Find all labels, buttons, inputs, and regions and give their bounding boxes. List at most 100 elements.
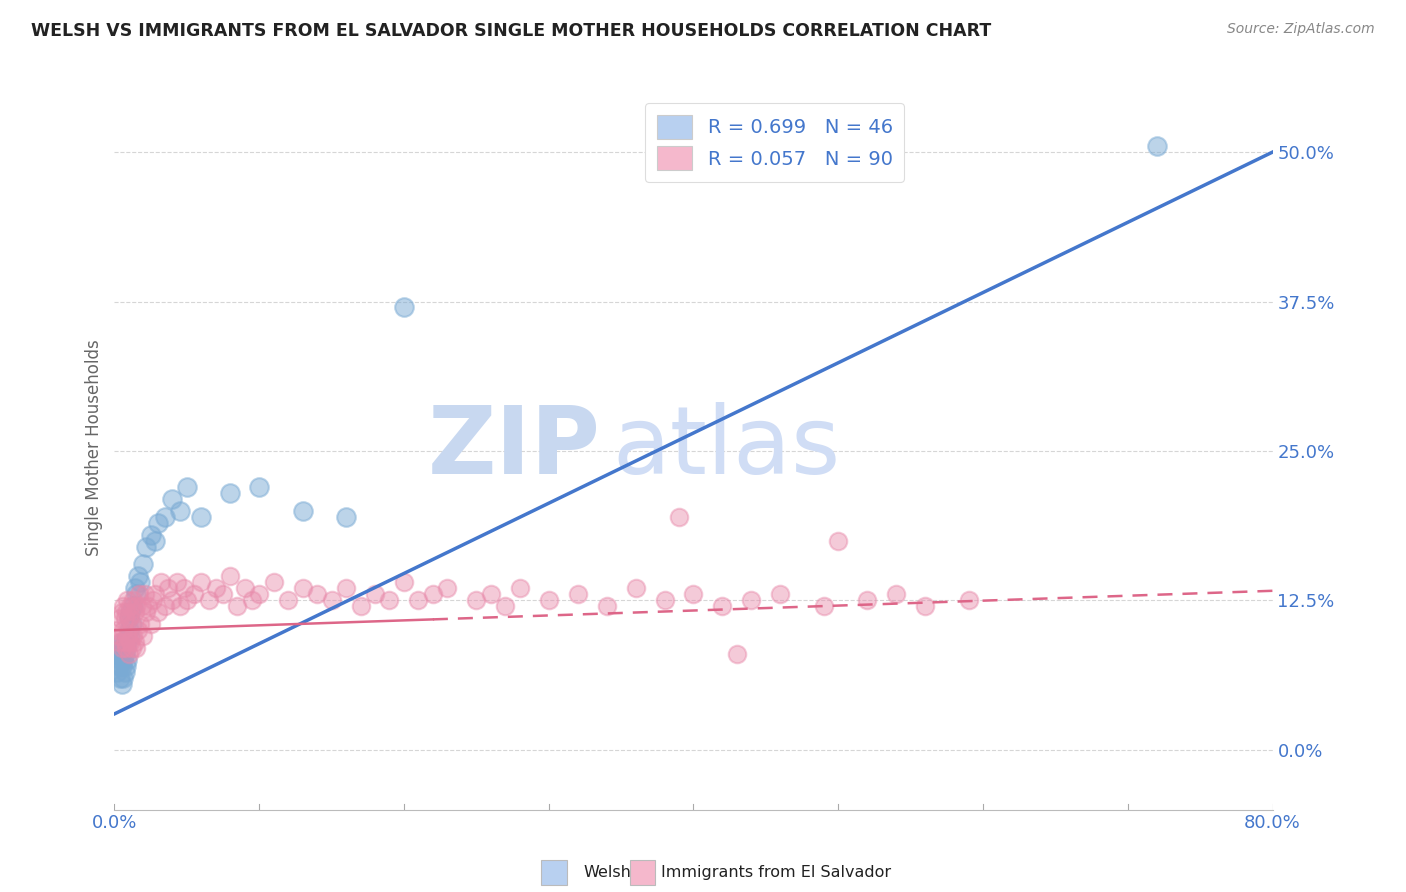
Point: [247, 480, 270, 494]
Point: [129, 575, 152, 590]
Point: [118, 611, 141, 625]
Point: [957, 593, 980, 607]
Point: [114, 635, 136, 649]
Point: [233, 582, 256, 596]
Point: [422, 587, 444, 601]
Point: [378, 593, 401, 607]
Point: [132, 558, 155, 572]
Point: [321, 593, 343, 607]
Point: [392, 575, 415, 590]
Point: [682, 587, 704, 601]
Point: [108, 671, 131, 685]
Point: [153, 509, 176, 524]
Point: [156, 582, 179, 596]
Point: [129, 617, 152, 632]
Point: [813, 599, 835, 614]
Point: [142, 593, 165, 607]
Point: [121, 617, 143, 632]
Point: [122, 599, 145, 614]
Point: [134, 587, 156, 601]
Point: [240, 593, 263, 607]
Point: [494, 599, 516, 614]
Point: [567, 587, 589, 601]
Point: [827, 533, 849, 548]
Point: [166, 575, 188, 590]
Point: [118, 624, 141, 638]
Point: [111, 635, 134, 649]
Point: [111, 677, 134, 691]
Point: [111, 605, 134, 619]
Point: [856, 593, 879, 607]
Point: [120, 629, 142, 643]
Text: ZIP: ZIP: [427, 402, 600, 494]
Point: [107, 659, 129, 673]
Point: [914, 599, 936, 614]
Point: [884, 587, 907, 601]
Point: [114, 647, 136, 661]
Y-axis label: Single Mother Households: Single Mother Households: [86, 340, 103, 557]
Point: [107, 647, 129, 661]
Point: [124, 605, 146, 619]
Point: [654, 593, 676, 607]
Point: [125, 587, 148, 601]
Point: [105, 665, 128, 679]
Point: [219, 485, 242, 500]
Point: [131, 599, 153, 614]
Point: [112, 599, 135, 614]
Point: [114, 635, 136, 649]
Point: [1146, 139, 1168, 153]
Point: [112, 641, 135, 656]
Point: [307, 587, 329, 601]
Point: [111, 659, 134, 673]
Point: [143, 533, 166, 548]
Point: [120, 635, 142, 649]
Point: [112, 653, 135, 667]
Point: [127, 624, 149, 638]
Point: [114, 665, 136, 679]
Point: [136, 599, 159, 614]
Point: [219, 569, 242, 583]
Point: [725, 647, 748, 661]
Point: [115, 641, 138, 656]
Point: [117, 629, 139, 643]
Point: [122, 629, 145, 643]
Text: Immigrants from El Salvador: Immigrants from El Salvador: [661, 865, 891, 880]
Point: [153, 599, 176, 614]
Point: [436, 582, 458, 596]
Point: [146, 516, 169, 530]
Text: Source: ZipAtlas.com: Source: ZipAtlas.com: [1227, 22, 1375, 37]
Point: [169, 599, 191, 614]
Point: [479, 587, 502, 601]
Point: [108, 629, 131, 643]
Point: [465, 593, 488, 607]
Point: [120, 605, 142, 619]
Point: [291, 582, 314, 596]
Point: [108, 653, 131, 667]
Point: [392, 301, 415, 315]
Point: [509, 582, 531, 596]
Point: [176, 593, 198, 607]
Point: [291, 504, 314, 518]
Point: [668, 509, 690, 524]
Point: [173, 582, 195, 596]
Point: [135, 605, 157, 619]
Point: [335, 509, 357, 524]
Point: [105, 624, 128, 638]
Text: Welsh: Welsh: [583, 865, 631, 880]
Point: [108, 611, 131, 625]
Point: [408, 593, 430, 607]
Point: [277, 593, 299, 607]
Point: [111, 641, 134, 656]
Point: [162, 593, 184, 607]
Point: [114, 611, 136, 625]
Text: atlas: atlas: [613, 402, 841, 494]
Point: [176, 480, 198, 494]
Point: [364, 587, 387, 601]
Point: [125, 641, 148, 656]
Point: [118, 611, 141, 625]
Point: [335, 582, 357, 596]
Point: [740, 593, 762, 607]
Point: [197, 593, 219, 607]
Point: [226, 599, 249, 614]
Point: [117, 653, 139, 667]
